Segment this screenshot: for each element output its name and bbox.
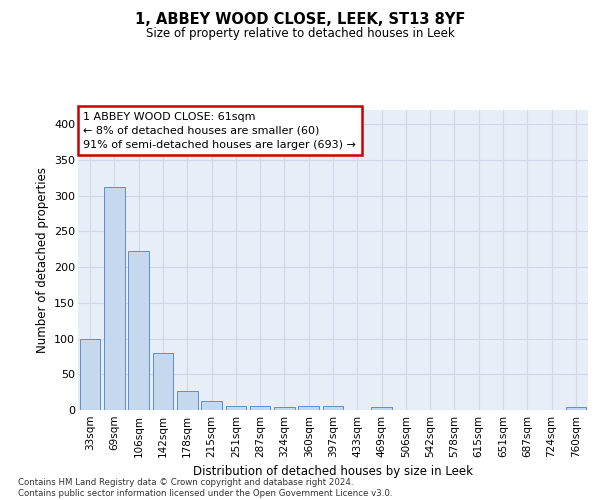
- Bar: [566, 407, 586, 410]
- Text: 1 ABBEY WOOD CLOSE: 61sqm
← 8% of detached houses are smaller (60)
91% of semi-d: 1 ABBEY WOOD CLOSE: 61sqm ← 8% of detach…: [83, 112, 356, 150]
- Bar: [298, 406, 319, 410]
- Bar: [274, 407, 295, 410]
- Bar: [226, 406, 246, 410]
- Bar: [104, 187, 125, 410]
- Bar: [201, 400, 222, 410]
- X-axis label: Distribution of detached houses by size in Leek: Distribution of detached houses by size …: [193, 466, 473, 478]
- Text: 1, ABBEY WOOD CLOSE, LEEK, ST13 8YF: 1, ABBEY WOOD CLOSE, LEEK, ST13 8YF: [135, 12, 465, 28]
- Text: Size of property relative to detached houses in Leek: Size of property relative to detached ho…: [146, 28, 454, 40]
- Y-axis label: Number of detached properties: Number of detached properties: [35, 167, 49, 353]
- Bar: [323, 406, 343, 410]
- Bar: [128, 252, 149, 410]
- Bar: [152, 353, 173, 410]
- Bar: [177, 392, 197, 410]
- Bar: [80, 340, 100, 410]
- Text: Contains HM Land Registry data © Crown copyright and database right 2024.
Contai: Contains HM Land Registry data © Crown c…: [18, 478, 392, 498]
- Bar: [250, 406, 271, 410]
- Bar: [371, 407, 392, 410]
